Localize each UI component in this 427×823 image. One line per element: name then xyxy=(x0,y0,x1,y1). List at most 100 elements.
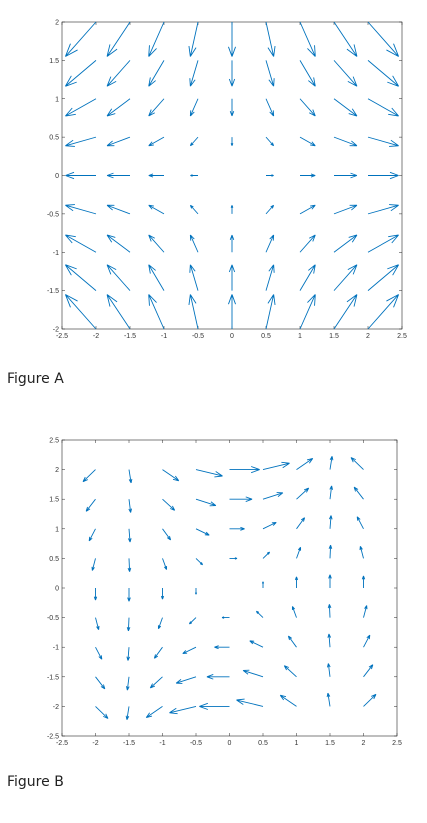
arrow xyxy=(126,676,130,691)
arrow xyxy=(162,528,172,541)
arrow xyxy=(190,174,198,177)
arrow xyxy=(367,264,399,291)
x-tick-label: 2 xyxy=(362,740,366,747)
arrow xyxy=(93,588,98,601)
arrow xyxy=(145,706,163,719)
arrow xyxy=(162,498,176,511)
arrow xyxy=(329,456,334,470)
arrow xyxy=(296,546,302,559)
arrow xyxy=(299,98,316,117)
arrow xyxy=(175,676,197,684)
arrow xyxy=(148,294,165,330)
arrow xyxy=(148,136,165,147)
arrow xyxy=(229,557,238,560)
arrow xyxy=(148,173,164,178)
arrow xyxy=(169,705,197,715)
y-tick-label: 1 xyxy=(55,96,59,103)
arrow xyxy=(299,234,316,253)
y-tick-label: 1.5 xyxy=(49,497,59,504)
arrow xyxy=(229,526,245,531)
arrow xyxy=(106,234,131,253)
arrow xyxy=(229,466,260,474)
arrow xyxy=(255,610,264,618)
arrow xyxy=(153,646,163,659)
arrow xyxy=(328,515,333,529)
arrow xyxy=(221,616,230,619)
arrow xyxy=(65,171,96,180)
y-tick-label: -1.5 xyxy=(47,674,59,681)
arrow xyxy=(367,294,400,330)
y-tick-label: -2 xyxy=(53,327,59,334)
arrow xyxy=(195,558,204,566)
arrow xyxy=(265,234,275,253)
arrow xyxy=(189,264,199,291)
arrow xyxy=(262,551,271,559)
arrow xyxy=(299,264,316,291)
arrow xyxy=(160,588,165,600)
arrow xyxy=(327,663,331,677)
y-tick-label: 1.5 xyxy=(49,58,59,65)
arrow xyxy=(126,647,131,661)
arrow xyxy=(106,172,130,179)
arrow xyxy=(195,469,223,478)
arrow xyxy=(125,706,130,720)
arrow xyxy=(333,234,358,253)
arrow xyxy=(266,174,274,177)
arrow xyxy=(88,528,96,542)
y-tick-label: -1.5 xyxy=(47,288,59,295)
arrow xyxy=(328,544,333,559)
arrow xyxy=(188,294,199,330)
arrow xyxy=(106,294,131,330)
arrow xyxy=(228,264,236,291)
arrow xyxy=(65,60,97,87)
arrow xyxy=(333,136,358,147)
arrow xyxy=(189,234,199,253)
arrow xyxy=(188,617,197,625)
arrow xyxy=(279,694,297,707)
arrow xyxy=(299,21,316,57)
x-tick-label: -1.5 xyxy=(123,740,135,747)
arrow xyxy=(327,633,332,648)
arrow xyxy=(228,294,236,329)
arrow xyxy=(359,546,364,559)
figure-caption: Figure B xyxy=(7,774,64,790)
arrow xyxy=(127,528,132,543)
arrow xyxy=(106,60,131,87)
arrow xyxy=(333,21,358,57)
arrow xyxy=(236,698,264,707)
arrow xyxy=(249,640,264,648)
plot-frame xyxy=(61,439,398,737)
x-tick-label: 1 xyxy=(298,333,302,340)
arrow xyxy=(214,645,230,650)
arrow xyxy=(287,635,297,648)
arrow xyxy=(162,469,180,482)
arrow xyxy=(229,496,253,502)
x-tick-label: 0 xyxy=(230,333,234,340)
arrow xyxy=(262,521,277,530)
arrow xyxy=(299,136,316,147)
arrow xyxy=(261,581,265,588)
arrow xyxy=(300,173,316,178)
arrow xyxy=(363,634,371,648)
arrow xyxy=(367,60,399,87)
arrow xyxy=(95,706,109,719)
arrow xyxy=(242,669,264,678)
arrow xyxy=(127,588,131,602)
arrow xyxy=(85,498,96,512)
y-tick-label: 2 xyxy=(55,467,59,474)
arrow xyxy=(262,461,290,471)
arrow xyxy=(195,528,210,536)
arrow xyxy=(106,98,131,117)
arrow xyxy=(128,469,133,484)
arrow xyxy=(363,664,374,678)
arrow xyxy=(265,21,276,57)
arrow xyxy=(65,264,97,291)
x-tick-label: 0.5 xyxy=(258,740,268,747)
arrow xyxy=(228,22,236,57)
arrow xyxy=(265,98,275,117)
arrow xyxy=(95,617,100,630)
arrow xyxy=(229,98,235,117)
arrow xyxy=(65,204,97,215)
arrow xyxy=(367,204,399,215)
